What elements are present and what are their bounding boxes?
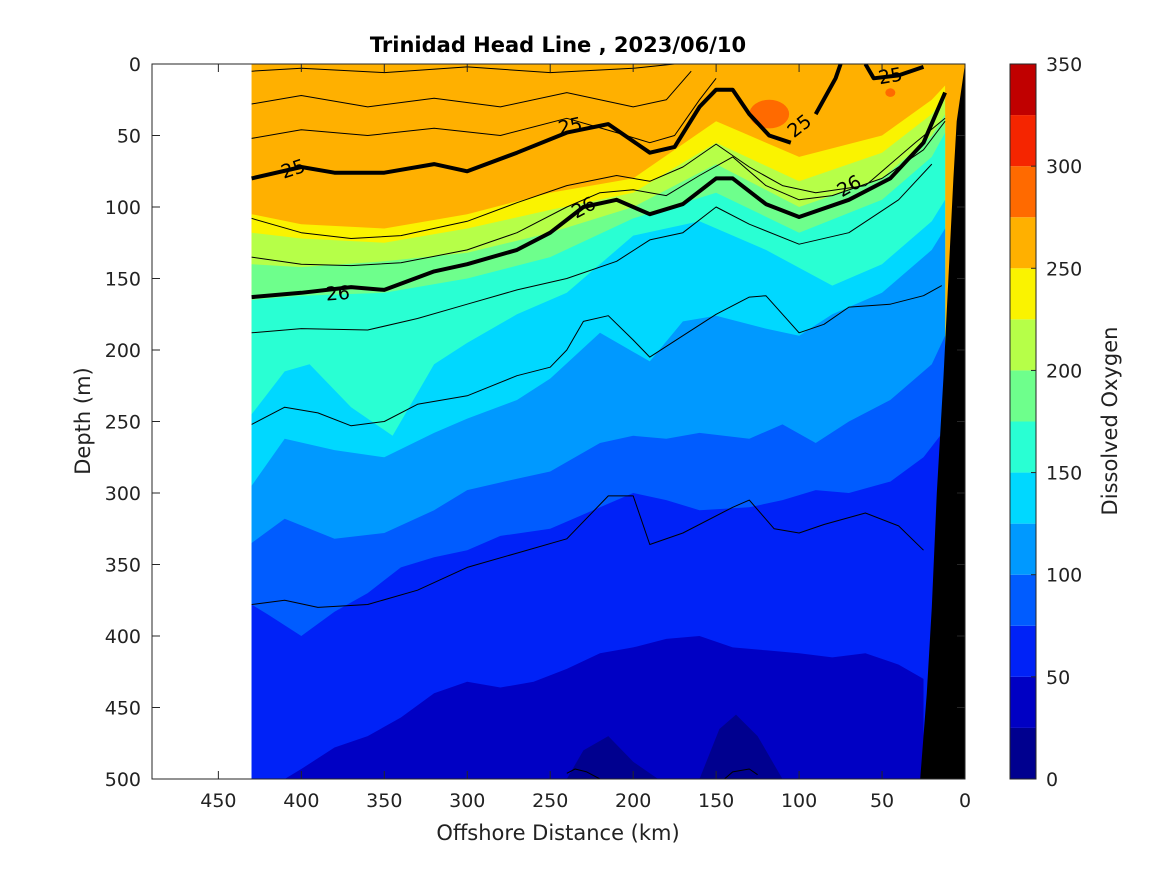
oxygen-bands — [251, 64, 965, 779]
contour-isopycnal-25b — [813, 64, 843, 116]
colorbar-tick-label: 150 — [1046, 463, 1082, 485]
contour-isopycnal-thin-6 — [251, 163, 933, 334]
x-tick-label: 100 — [781, 790, 817, 812]
band-do-25-50 — [251, 714, 924, 779]
y-tick-label: 150 — [105, 269, 141, 291]
x-tick-label: 150 — [698, 790, 734, 812]
contour-isopycnal-25c — [863, 64, 925, 81]
contour-isopycnal-thin-7 — [251, 285, 943, 427]
colorbar: 0 50 100 150 200 250 300 350 — [1009, 54, 1082, 791]
contour-isopycnal-thin-5 — [251, 120, 946, 267]
x-axis-ticks: 450 400 350 300 250 200 150 100 50 0 — [200, 64, 971, 812]
colorbar-swatch — [1010, 676, 1036, 728]
x-tick-label: 400 — [283, 790, 319, 812]
y-tick-label: 450 — [105, 698, 141, 720]
contour-isopycnal-thin-3 — [251, 77, 717, 144]
colorbar-swatch — [1010, 217, 1036, 269]
y-tick-label: 100 — [105, 197, 141, 219]
colorbar-tick-label: 300 — [1046, 156, 1082, 178]
contour-isopycnal-thin-9 — [566, 768, 601, 779]
colorbar-tick-label: 50 — [1046, 667, 1070, 689]
colorbar-tick-label: 250 — [1046, 258, 1082, 280]
colorbar-swatch — [1010, 421, 1036, 473]
colorbar-swatch — [1010, 319, 1036, 371]
colorbar-swatch — [1010, 64, 1036, 116]
y-tick-label: 500 — [105, 769, 141, 791]
colorbar-swatch — [1010, 523, 1036, 575]
bottom-topography — [920, 64, 965, 779]
colorbar-swatch — [1010, 574, 1036, 626]
colorbar-swatch — [1010, 115, 1036, 167]
contour-isopycnal-thin-2 — [251, 70, 692, 108]
contour-isopycnal-thin-8 — [251, 495, 924, 608]
contour-isopycnal-25 — [251, 87, 792, 181]
y-axis-ticks: 0 50 100 150 200 250 300 350 400 450 500 — [105, 54, 965, 791]
contour-label-3: 25 — [877, 63, 905, 89]
y-axis-label: Depth (m) — [71, 367, 95, 474]
x-tick-label: 250 — [532, 790, 568, 812]
colorbar-swatch — [1010, 727, 1036, 779]
x-tick-label: 0 — [959, 790, 971, 812]
colorbar-tick-label: 200 — [1046, 360, 1082, 382]
colorbar-tick-label: 100 — [1046, 565, 1082, 587]
contour-label-1: 25 — [556, 113, 584, 140]
colorbar-frame — [1009, 63, 1037, 780]
colorbar-swatch — [1010, 268, 1036, 320]
colorbar-swatch — [1010, 166, 1036, 218]
colorbar-swatch — [1010, 370, 1036, 422]
x-axis-label: Offshore Distance (km) — [436, 821, 679, 845]
chart-title: Trinidad Head Line , 2023/06/10 — [370, 33, 746, 57]
bottom-topography-group — [920, 64, 965, 779]
x-tick-label: 350 — [366, 790, 402, 812]
colorbar-label: Dissolved Oxygen — [1098, 327, 1122, 516]
band-patch-1 — [885, 88, 896, 97]
colorbar-tick-label: 350 — [1046, 54, 1082, 76]
y-tick-label: 250 — [105, 412, 141, 434]
y-tick-label: 300 — [105, 483, 141, 505]
contour-isopycnal-thin-4 — [251, 117, 946, 239]
y-tick-label: 400 — [105, 626, 141, 648]
x-tick-label: 450 — [200, 790, 236, 812]
y-tick-label: 350 — [105, 555, 141, 577]
contour-isopycnal-thin-10 — [724, 768, 758, 779]
y-tick-label: 0 — [129, 54, 141, 76]
y-tick-label: 200 — [105, 340, 141, 362]
x-tick-label: 300 — [449, 790, 485, 812]
y-tick-label: 50 — [117, 126, 141, 148]
band-patch-0 — [749, 99, 790, 129]
colorbar-swatch — [1010, 472, 1036, 524]
x-tick-label: 200 — [615, 790, 651, 812]
colorbar-swatch — [1010, 625, 1036, 677]
colorbar-tick-label: 0 — [1046, 769, 1058, 791]
x-tick-label: 50 — [870, 790, 894, 812]
contour-label-4: 26 — [325, 282, 351, 306]
contour-isopycnal-26 — [251, 91, 947, 300]
